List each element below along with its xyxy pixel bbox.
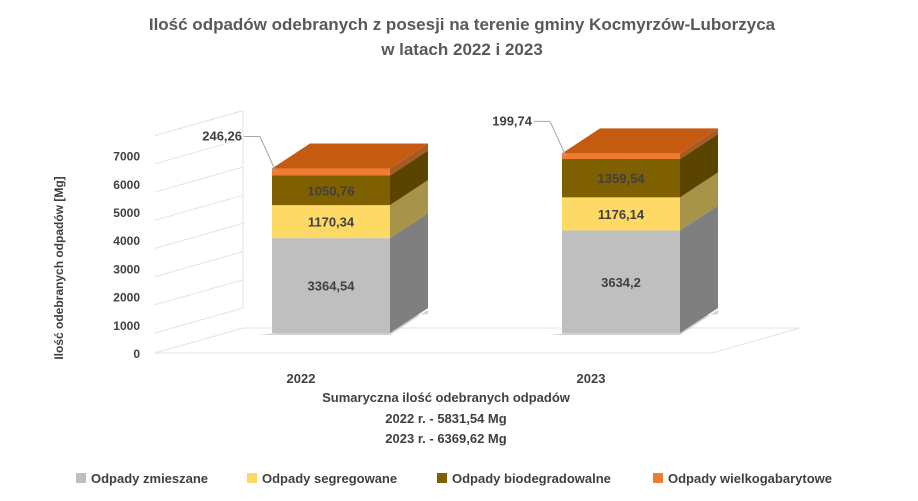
bar-segment-side xyxy=(680,205,718,333)
bar-segment-front xyxy=(272,168,390,176)
gridlines xyxy=(154,110,801,354)
y-tick-label: 4000 xyxy=(113,234,140,248)
bar-segment-side xyxy=(680,128,718,160)
legend-swatch xyxy=(76,473,86,483)
data-label-leader xyxy=(244,136,277,173)
legend-swatch xyxy=(437,473,447,483)
bar-segment-side xyxy=(680,134,718,198)
data-label: 199,74 xyxy=(492,113,533,128)
bar-top xyxy=(562,128,718,154)
bar-segment-side xyxy=(390,143,428,176)
summary-line-2022: 2022 r. - 5831,54 Mg xyxy=(385,411,506,426)
legend-item: Odpady biodegradowalne xyxy=(437,471,611,486)
gridline-side xyxy=(154,307,244,334)
y-tick-label: 5000 xyxy=(113,206,140,220)
y-axis-label: Ilość odebranych odpadów [Mg] xyxy=(52,176,66,359)
bar-top xyxy=(272,143,428,169)
y-tick-label: 1000 xyxy=(113,319,140,333)
legend-swatch xyxy=(247,473,257,483)
data-label: 246,26 xyxy=(202,129,242,144)
bar-segment-front xyxy=(272,205,390,239)
gridline-side xyxy=(154,279,244,306)
data-label: 1170,34 xyxy=(308,215,355,230)
data-labels: 3364,54 1170,34 1050,76 246,26 3634,2 1176,14… xyxy=(202,113,645,293)
legend-item: Odpady segregowane xyxy=(247,471,397,486)
gridline-side xyxy=(154,251,244,278)
x-tick-label: 2022 xyxy=(287,371,316,386)
data-label: 3364,54 xyxy=(308,279,356,294)
y-tick-label: 3000 xyxy=(113,262,140,276)
gridline-side xyxy=(154,110,244,137)
bar-segment-front xyxy=(562,197,680,231)
gridline-side xyxy=(154,194,244,221)
bar-segment-side xyxy=(390,213,428,333)
y-tick-label: 2000 xyxy=(113,291,140,305)
gridline-side xyxy=(154,166,244,193)
summary-heading: Sumaryczna ilość odebranych odpadów xyxy=(322,390,571,405)
legend-item: Odpady wielkogabarytowe xyxy=(653,471,832,486)
y-tick-label: 0 xyxy=(133,347,140,361)
bar-segment-front xyxy=(272,175,390,206)
legend-label: Odpady biodegradowalne xyxy=(452,471,611,486)
legend-label: Odpady wielkogabarytowe xyxy=(668,471,832,486)
y-axis-ticks: 0 1000 2000 3000 4000 5000 6000 7000 xyxy=(113,150,140,361)
x-tick-label: 2023 xyxy=(577,371,606,386)
legend: Odpady zmieszane Odpady segregowane Odpady… xyxy=(76,471,832,486)
legend-item: Odpady zmieszane xyxy=(76,471,208,486)
legend-label: Odpady zmieszane xyxy=(91,471,208,486)
legend-swatch xyxy=(653,473,663,483)
bar-segment-side xyxy=(390,150,428,206)
data-label: 1050,76 xyxy=(308,183,355,198)
chart-title: Ilość odpadów odebranych z posesji na te… xyxy=(149,15,776,34)
legend-label: Odpady segregowane xyxy=(262,471,397,486)
bar-segment-front xyxy=(562,159,680,198)
gridline-side xyxy=(154,222,244,249)
y-tick-label: 6000 xyxy=(113,178,140,192)
summary-line-2023: 2023 r. - 6369,62 Mg xyxy=(385,431,506,446)
floor xyxy=(154,327,801,354)
y-tick-label: 7000 xyxy=(113,150,140,164)
bar-segment-side xyxy=(390,180,428,239)
bar-segment-side xyxy=(680,172,718,231)
gridline-side xyxy=(154,138,244,165)
bar-segment-front xyxy=(272,238,390,333)
bar-segment-front xyxy=(562,153,680,160)
data-label-leader xyxy=(534,120,567,157)
data-label: 3634,2 xyxy=(601,275,641,290)
data-label: 1176,14 xyxy=(598,207,645,222)
bars xyxy=(260,128,718,335)
x-axis-ticks: 2022 2023 xyxy=(287,371,606,386)
chart-subtitle: w latach 2022 i 2023 xyxy=(380,40,543,59)
data-label: 1359,54 xyxy=(598,171,646,186)
bar-segment-front xyxy=(562,230,680,333)
